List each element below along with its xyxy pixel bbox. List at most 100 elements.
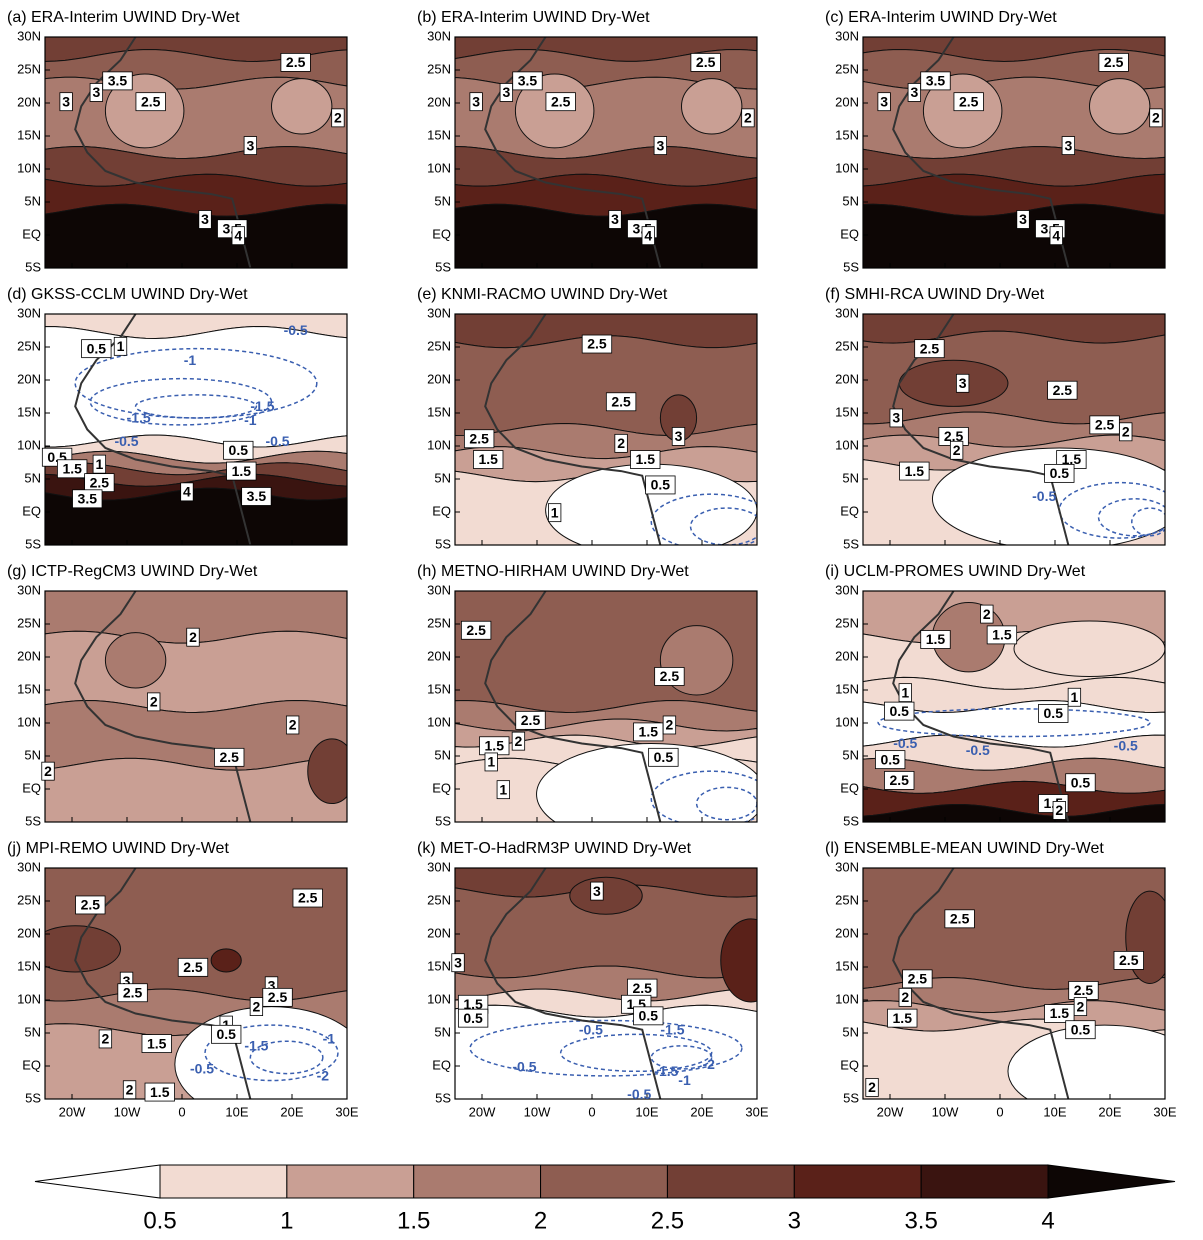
contour-label: 2.5	[298, 890, 318, 906]
negative-contour	[134, 394, 258, 419]
contour-label: -0.5	[1032, 488, 1056, 504]
contour-label-box	[180, 482, 194, 502]
coastline	[484, 314, 662, 545]
contour-label: 0.5	[639, 1008, 659, 1024]
y-tick-label: 5S	[435, 259, 451, 274]
contour-label-box	[1098, 53, 1129, 72]
colorbar-box	[540, 1164, 668, 1199]
contour-label: 2	[1152, 110, 1160, 126]
contour-label-box	[1067, 687, 1082, 707]
negative-contour	[650, 493, 757, 545]
y-tick-label: 25N	[427, 892, 451, 907]
contour-label: 1.5	[992, 627, 1012, 643]
contour-label-box	[986, 625, 1018, 645]
y-tick-label: 20N	[427, 925, 451, 940]
contour-label: 2.5	[950, 911, 970, 927]
y-tick-label: EQ	[840, 780, 859, 795]
x-tick-label: 20W	[59, 1104, 86, 1119]
y-tick-label: 20N	[427, 371, 451, 386]
negative-contour	[74, 347, 318, 419]
contour-label: 3	[675, 428, 683, 444]
contour-band	[863, 803, 1165, 822]
map-panel: (h) METNO-HIRHAM UWIND Dry-Wet30N25N20N1…	[417, 563, 758, 828]
y-tick-label: 30N	[427, 28, 451, 43]
map-frame	[862, 313, 1166, 546]
contour-label-box	[884, 701, 915, 721]
y-tick-label: 25N	[835, 615, 859, 630]
contour-label-box	[662, 715, 677, 735]
contour-label-box	[605, 392, 637, 412]
contour-blob	[569, 876, 643, 915]
y-tick-label: 15N	[835, 958, 859, 973]
contour-label: -0.5	[627, 1086, 651, 1102]
contour-label: 3	[656, 137, 664, 153]
contour-label: 0.5	[1071, 1021, 1091, 1037]
y-tick-label: 15N	[17, 958, 41, 973]
contour-label: 3.5	[926, 73, 946, 89]
contour-label: 2.5	[268, 989, 288, 1005]
contour-label-box	[1065, 773, 1096, 793]
panel-title: (j) MPI-REMO UWIND Dry-Wet	[7, 840, 229, 857]
y-tick-label: 30N	[17, 28, 41, 43]
contour-label-box	[122, 1080, 137, 1100]
y-tick-label: 5S	[25, 536, 41, 551]
map-frame	[862, 36, 1166, 269]
map-field	[455, 37, 757, 268]
contour-label-box	[1149, 108, 1163, 128]
y-tick-label: 20N	[427, 648, 451, 663]
contour-label: 2.5	[696, 54, 716, 70]
contour-label-box	[98, 1029, 113, 1049]
contour-label-box	[1038, 704, 1069, 723]
colorbar-box	[286, 1164, 415, 1199]
contour-label-box	[292, 888, 323, 908]
contour-label-box	[473, 450, 504, 469]
contour-label: 2	[666, 717, 674, 733]
y-tick-label: 20N	[17, 94, 41, 109]
contour-blob	[1013, 620, 1165, 677]
x-tick-label: 0	[178, 1104, 185, 1119]
panel-title: (i) UCLM-PROMES UWIND Dry-Wet	[825, 563, 1086, 580]
y-tick-label: 30N	[427, 305, 451, 320]
contour-label-box	[512, 71, 543, 91]
contour-label: 2.5	[920, 340, 940, 356]
y-tick-label: 25N	[835, 338, 859, 353]
contour-label: 3.5	[108, 73, 128, 89]
contour-blob	[104, 632, 167, 689]
contour-label: 2.5	[908, 971, 928, 987]
colorbar-label: 4	[1041, 1207, 1054, 1234]
contour-label: 2	[289, 717, 297, 733]
contour-label: 2.5	[466, 622, 486, 638]
contour-label: 1.5	[150, 1084, 170, 1100]
x-tick-label: 20W	[877, 1104, 904, 1119]
contour-label: -1	[678, 1072, 691, 1088]
contour-label-box	[899, 461, 930, 481]
contour-label: 4	[183, 484, 191, 500]
contour-label-box	[608, 210, 622, 229]
x-tick-label: 30E	[1153, 1104, 1176, 1119]
y-tick-label: 5N	[434, 470, 451, 485]
contour-label: 2.5	[81, 897, 101, 913]
contour-band	[45, 203, 347, 268]
contour-label-box	[515, 710, 546, 730]
contour-label: 2.5	[944, 428, 964, 444]
contour-label: -1	[323, 1031, 336, 1047]
y-tick-label: 10N	[835, 714, 859, 729]
map-panel: (a) ERA-Interim UWIND Dry-Wet30N25N20N15…	[7, 9, 348, 274]
contour-label: 2	[44, 763, 52, 779]
contour-label: 1.5	[147, 1035, 167, 1051]
contour-label: -0.5	[893, 735, 917, 751]
map-panel: (c) ERA-Interim UWIND Dry-Wet30N25N20N15…	[825, 9, 1166, 274]
contour-label-box	[113, 336, 128, 356]
contour-label-box	[57, 459, 88, 479]
x-tick-label: 10E	[635, 1104, 658, 1119]
contour-blob	[45, 925, 121, 973]
map-field	[455, 591, 757, 822]
contour-label: -0.5	[284, 322, 308, 338]
contour-blob	[681, 78, 743, 135]
y-tick-label: 5S	[25, 259, 41, 274]
contour-label-box	[198, 210, 212, 229]
y-tick-label: 10N	[17, 160, 41, 175]
contour-label: 2.5	[123, 984, 143, 1000]
map-frame	[44, 590, 348, 823]
map-panel: (f) SMHI-RCA UWIND Dry-Wet30N25N20N15N10…	[825, 286, 1166, 551]
